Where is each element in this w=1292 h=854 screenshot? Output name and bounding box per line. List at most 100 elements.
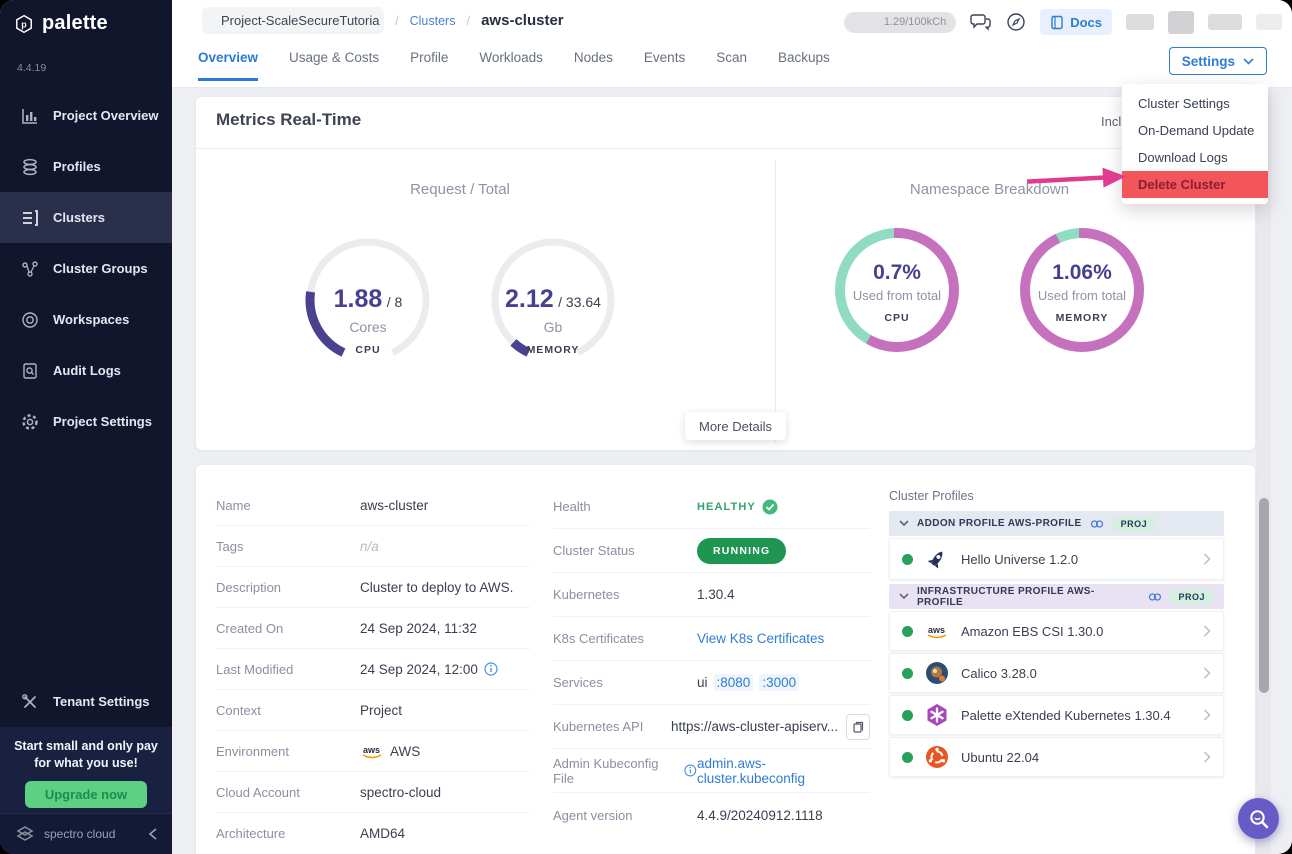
detail-row-architecture: Architecture AMD64 bbox=[216, 813, 530, 854]
breadcrumb-separator: / bbox=[466, 13, 470, 28]
detail-row-services: Services ui :8080 :3000 bbox=[553, 661, 870, 705]
sidebar: p palette 4.4.19 Project Overview Profil… bbox=[0, 0, 172, 854]
usage-quota-value: 1.29/100kCh bbox=[884, 16, 946, 28]
sidebar-item-tenant-settings[interactable]: Tenant Settings bbox=[0, 676, 172, 727]
breadcrumb-separator: / bbox=[395, 13, 399, 28]
app-logo[interactable]: p palette bbox=[14, 12, 108, 35]
row-label: Services bbox=[553, 675, 697, 690]
sidebar-item-clusters[interactable]: Clusters bbox=[0, 192, 172, 243]
tab-events[interactable]: Events bbox=[644, 50, 685, 81]
row-label: Context bbox=[216, 703, 360, 718]
docs-button[interactable]: Docs bbox=[1040, 9, 1112, 35]
tab-overview[interactable]: Overview bbox=[198, 50, 258, 81]
profile-row-ubuntu[interactable]: Ubuntu 22.04 bbox=[889, 737, 1224, 777]
chevron-right-icon bbox=[1203, 625, 1211, 637]
kubernetes-api-url: https://aws-cluster-apiserv... bbox=[671, 719, 838, 734]
info-icon[interactable] bbox=[484, 662, 498, 676]
sidebar-item-label: Profiles bbox=[53, 159, 101, 174]
details-left-column: Name aws-cluster Tags n/a Description Cl… bbox=[216, 485, 530, 854]
profile-row-amazon-ebs-csi[interactable]: aws Amazon EBS CSI 1.30.0 bbox=[889, 611, 1224, 651]
chat-button[interactable] bbox=[970, 12, 992, 32]
tab-backups[interactable]: Backups bbox=[778, 50, 830, 81]
info-icon[interactable] bbox=[684, 764, 697, 777]
cluster-profiles-title: Cluster Profiles bbox=[889, 489, 974, 503]
tab-nodes[interactable]: Nodes bbox=[574, 50, 613, 81]
redacted-account-item bbox=[1208, 14, 1242, 30]
breadcrumb-current-cluster: aws-cluster bbox=[481, 12, 564, 29]
breadcrumb-project-pill[interactable]: Project-ScaleSecureTutoria bbox=[202, 7, 384, 34]
detail-row-context: Context Project bbox=[216, 690, 530, 731]
sidebar-item-project-settings[interactable]: Project Settings bbox=[0, 396, 172, 447]
row-value: 1.30.4 bbox=[697, 587, 870, 602]
tab-profile[interactable]: Profile bbox=[410, 50, 448, 81]
spectro-cloud-logo-icon bbox=[14, 823, 36, 845]
tab-workloads[interactable]: Workloads bbox=[479, 50, 543, 81]
detail-row-tags: Tags n/a bbox=[216, 526, 530, 567]
view-k8s-certificates-link[interactable]: View K8s Certificates bbox=[697, 631, 824, 646]
copy-button[interactable] bbox=[846, 714, 870, 740]
link-icon bbox=[1148, 592, 1162, 602]
service-port-link[interactable]: :8080 bbox=[714, 674, 754, 691]
sidebar-item-profiles[interactable]: Profiles bbox=[0, 141, 172, 192]
breadcrumb-project-name: Project-ScaleSecureTutoria bbox=[221, 13, 379, 28]
profile-row-hello-universe[interactable]: Hello Universe 1.2.0 bbox=[889, 538, 1224, 580]
request-total-title: Request / Total bbox=[196, 181, 724, 198]
service-name: ui bbox=[697, 675, 708, 690]
status-dot-icon bbox=[902, 668, 913, 679]
infrastructure-profile-header[interactable]: INFRASTRUCTURE PROFILE AWS-PROFILE PROJ bbox=[889, 584, 1224, 609]
tab-scan[interactable]: Scan bbox=[716, 50, 747, 81]
svg-text:p: p bbox=[21, 19, 27, 29]
header-actions: 1.29/100kCh Docs bbox=[844, 9, 1282, 35]
row-value: aws-cluster bbox=[360, 498, 530, 513]
service-port-link[interactable]: :3000 bbox=[759, 674, 799, 691]
sidebar-item-label: Audit Logs bbox=[53, 363, 121, 378]
scrollbar-thumb[interactable] bbox=[1259, 498, 1269, 693]
detail-row-admin-kubeconfig: Admin Kubeconfig File admin.aws-cluster.… bbox=[553, 749, 870, 793]
profile-row-calico[interactable]: Calico 3.28.0 bbox=[889, 653, 1224, 693]
sidebar-item-label: Project Overview bbox=[53, 108, 159, 123]
cpu-gauge-label: CPU bbox=[298, 344, 438, 356]
sidebar-item-label: Tenant Settings bbox=[53, 694, 150, 709]
menu-item-delete-cluster[interactable]: Delete Cluster bbox=[1122, 171, 1268, 198]
kubeconfig-download-link[interactable]: admin.aws-cluster.kubeconfig bbox=[697, 756, 870, 786]
row-label: Name bbox=[216, 498, 360, 513]
detail-row-description: Description Cluster to deploy to AWS. bbox=[216, 567, 530, 608]
sidebar-item-project-overview[interactable]: Project Overview bbox=[0, 90, 172, 141]
status-dot-icon bbox=[902, 626, 913, 637]
sidebar-item-cluster-groups[interactable]: Cluster Groups bbox=[0, 243, 172, 294]
row-value: 24 Sep 2024, 12:00 bbox=[360, 662, 478, 677]
sidebar-footer: spectro cloud bbox=[0, 813, 172, 854]
collapse-sidebar-icon[interactable] bbox=[148, 828, 158, 840]
network-icon bbox=[20, 259, 40, 279]
addon-profile-header[interactable]: ADDON PROFILE AWS-PROFILE PROJ bbox=[889, 511, 1224, 536]
profile-row-palette-extended-kubernetes[interactable]: Palette eXtended Kubernetes 1.30.4 bbox=[889, 695, 1224, 735]
ubuntu-logo-icon bbox=[925, 745, 949, 769]
menu-item-download-logs[interactable]: Download Logs bbox=[1122, 144, 1268, 171]
detail-row-cluster-status: Cluster Status RUNNING bbox=[553, 529, 870, 573]
layers-icon bbox=[20, 157, 40, 177]
svg-text:aws: aws bbox=[928, 625, 945, 635]
book-icon bbox=[1050, 15, 1064, 30]
aws-logo-icon: aws bbox=[925, 619, 949, 643]
detail-row-health: Health HEALTHY bbox=[553, 485, 870, 529]
row-label: Environment bbox=[216, 744, 360, 759]
cluster-details-card: Name aws-cluster Tags n/a Description Cl… bbox=[196, 465, 1255, 854]
upgrade-now-button[interactable]: Upgrade now bbox=[25, 781, 147, 808]
cpu-gauge: 1.88 / 8 Cores CPU bbox=[298, 230, 438, 370]
cluster-profiles-panel: Cluster Profiles ADDON PROFILE AWS-PROFI… bbox=[889, 481, 1224, 801]
sidebar-item-workspaces[interactable]: Workspaces bbox=[0, 294, 172, 345]
row-value: spectro-cloud bbox=[360, 785, 530, 800]
chevron-right-icon bbox=[1203, 709, 1211, 721]
search-fab-button[interactable] bbox=[1238, 798, 1279, 839]
menu-item-cluster-settings[interactable]: Cluster Settings bbox=[1122, 90, 1268, 117]
tab-usage-costs[interactable]: Usage & Costs bbox=[289, 50, 379, 81]
help-compass-button[interactable] bbox=[1006, 12, 1026, 32]
sidebar-item-label: Cluster Groups bbox=[53, 261, 148, 276]
more-details-button[interactable]: More Details bbox=[685, 412, 786, 440]
breadcrumb-clusters-link[interactable]: Clusters bbox=[410, 14, 456, 28]
menu-item-on-demand-update[interactable]: On-Demand Update bbox=[1122, 117, 1268, 144]
cpu-unit: Cores bbox=[298, 319, 438, 335]
settings-button[interactable]: Settings bbox=[1169, 47, 1267, 75]
row-label: Agent version bbox=[553, 808, 697, 823]
sidebar-item-audit-logs[interactable]: Audit Logs bbox=[0, 345, 172, 396]
